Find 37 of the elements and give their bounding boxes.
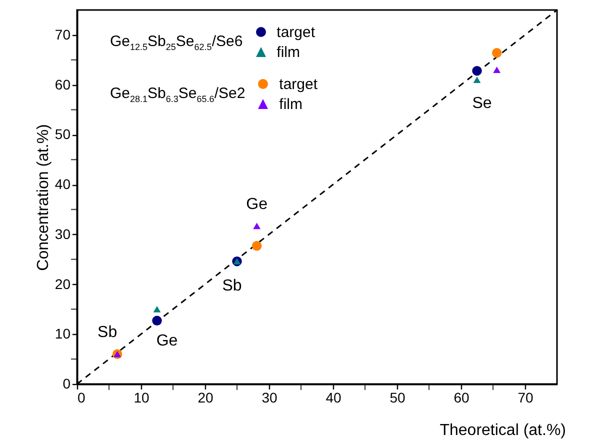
point <box>253 222 261 230</box>
y-tick-label: 70 <box>54 26 71 42</box>
legend-label: film <box>276 44 300 60</box>
x-tick-label: 0 <box>78 390 86 406</box>
x-tick-label: 50 <box>390 390 406 406</box>
y-tick-label: 20 <box>54 276 71 292</box>
y-tick-label: 60 <box>54 76 71 92</box>
point <box>153 306 161 312</box>
legend-label: target <box>276 24 316 40</box>
y-tick-label: 0 <box>62 376 71 392</box>
annotation: Sb <box>98 324 118 342</box>
x-tick-label: 60 <box>454 390 470 406</box>
annotation: Ge$_{12.5}$Sb$_{25}$Se$_{62.5}$/Se6 <box>110 32 243 52</box>
x-axis-title: Theoretical (at.%) <box>440 422 566 440</box>
point <box>252 241 262 251</box>
point <box>492 48 502 58</box>
x-tick-label: 10 <box>134 390 150 406</box>
annotation: Sb <box>222 277 242 294</box>
point <box>472 66 482 76</box>
y-tick-label: 50 <box>54 126 71 142</box>
point <box>473 76 481 84</box>
annotation: Ge$_{28.1}$Sb$_{6.3}$Se$_{65.6}$/Se2 <box>110 84 246 104</box>
legend-label: film <box>279 96 302 112</box>
x-tick-label: 40 <box>326 390 342 406</box>
point <box>152 316 162 326</box>
x-tick-label: 30 <box>262 390 278 406</box>
y-axis-title: Concentration (at.%) <box>34 124 52 271</box>
annotation: Ge <box>246 196 268 213</box>
x-tick-label: 20 <box>198 390 214 406</box>
y-tick-label: 30 <box>54 226 71 242</box>
y-tick-label: 40 <box>54 176 71 192</box>
annotation: Ge <box>156 332 178 350</box>
y-tick-label: 10 <box>54 326 71 342</box>
legend-label: target <box>279 76 318 92</box>
point <box>493 66 501 74</box>
x-tick-label: 70 <box>518 390 534 406</box>
annotation: Se <box>472 94 492 112</box>
